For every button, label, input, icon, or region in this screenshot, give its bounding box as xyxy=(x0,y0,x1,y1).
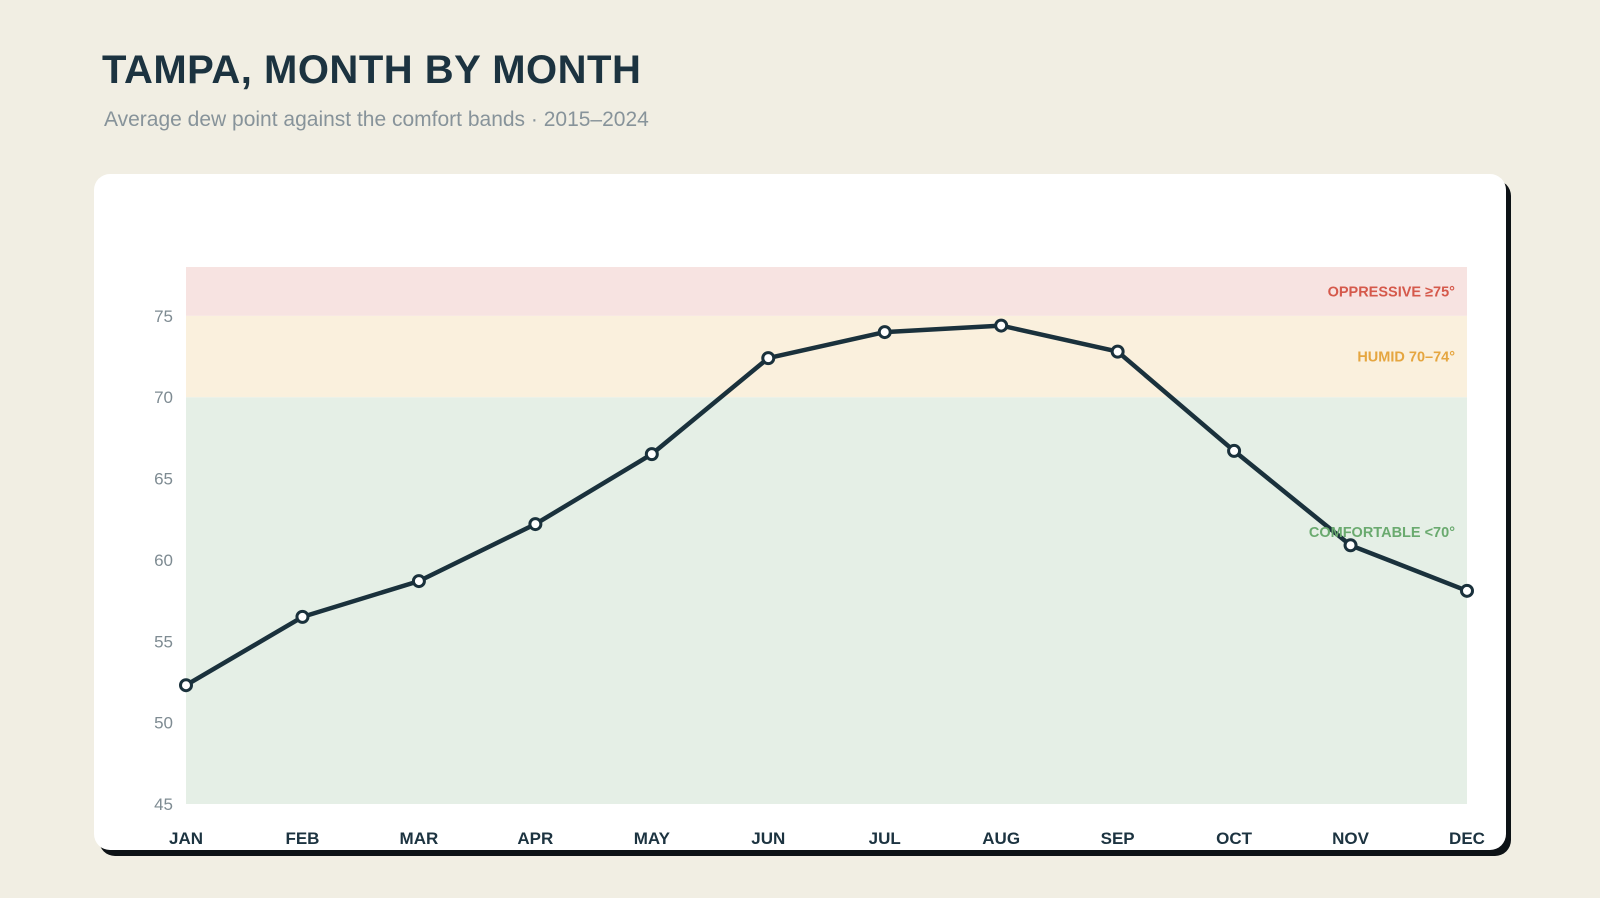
chart-title: TAMPA, MONTH BY MONTH xyxy=(102,48,642,92)
y-axis: 45 50 55 60 65 70 75 xyxy=(154,307,173,814)
x-tick-label: JUL xyxy=(869,829,901,848)
data-point-jan[interactable] xyxy=(179,678,193,693)
data-point-sep[interactable] xyxy=(1110,344,1125,359)
data-point-may[interactable] xyxy=(644,447,659,462)
x-tick-label: OCT xyxy=(1216,829,1253,848)
y-tick-label: 60 xyxy=(154,551,173,570)
data-point-oct[interactable] xyxy=(1227,443,1242,458)
data-points xyxy=(179,318,1474,693)
x-tick-label: SEP xyxy=(1101,829,1135,848)
data-point-nov[interactable] xyxy=(1343,538,1358,553)
data-point-apr[interactable] xyxy=(528,517,543,532)
chart-subtitle: Average dew point against the comfort ba… xyxy=(104,108,649,131)
dew-point-line xyxy=(183,323,1470,688)
band-label-humid: HUMID 70–74° xyxy=(1357,350,1455,366)
data-point-mar[interactable] xyxy=(411,574,426,589)
y-tick-label: 75 xyxy=(154,307,173,326)
data-point-jun[interactable] xyxy=(761,351,776,366)
x-tick-label: MAR xyxy=(400,829,439,848)
x-tick-label: MAY xyxy=(634,829,671,848)
comfort-bands xyxy=(186,267,1467,804)
band-humid xyxy=(186,315,1467,398)
band-oppressive xyxy=(186,267,1467,316)
y-tick-label: 65 xyxy=(154,470,173,489)
x-tick-label: APR xyxy=(517,829,553,848)
x-tick-label: JAN xyxy=(169,829,203,848)
dew-point-series xyxy=(183,323,1470,688)
band-comfortable xyxy=(186,397,1467,804)
data-point-jul[interactable] xyxy=(877,325,892,340)
y-tick-label: 70 xyxy=(154,388,173,407)
x-axis: JAN FEB MAR APR MAY JUN JUL AUG SEP OCT NOV DEC xyxy=(169,829,1485,848)
band-labels: COMFORTABLE <70° HUMID 70–74° OPPRESSIVE ≥… xyxy=(1309,284,1455,541)
x-tick-label: AUG xyxy=(982,829,1020,848)
y-tick-label: 50 xyxy=(154,714,173,733)
x-tick-label: NOV xyxy=(1332,829,1370,848)
x-tick-label: FEB xyxy=(285,829,319,848)
band-label-comfortable: COMFORTABLE <70° xyxy=(1309,525,1455,541)
y-tick-label: 55 xyxy=(154,632,173,651)
x-tick-label: JUN xyxy=(751,829,785,848)
y-tick-label: 45 xyxy=(154,795,173,814)
data-point-feb[interactable] xyxy=(295,609,310,624)
data-point-dec[interactable] xyxy=(1460,583,1474,598)
data-point-aug[interactable] xyxy=(994,318,1009,333)
x-tick-label: DEC xyxy=(1449,829,1485,848)
band-label-oppressive: OPPRESSIVE ≥75° xyxy=(1328,284,1456,300)
